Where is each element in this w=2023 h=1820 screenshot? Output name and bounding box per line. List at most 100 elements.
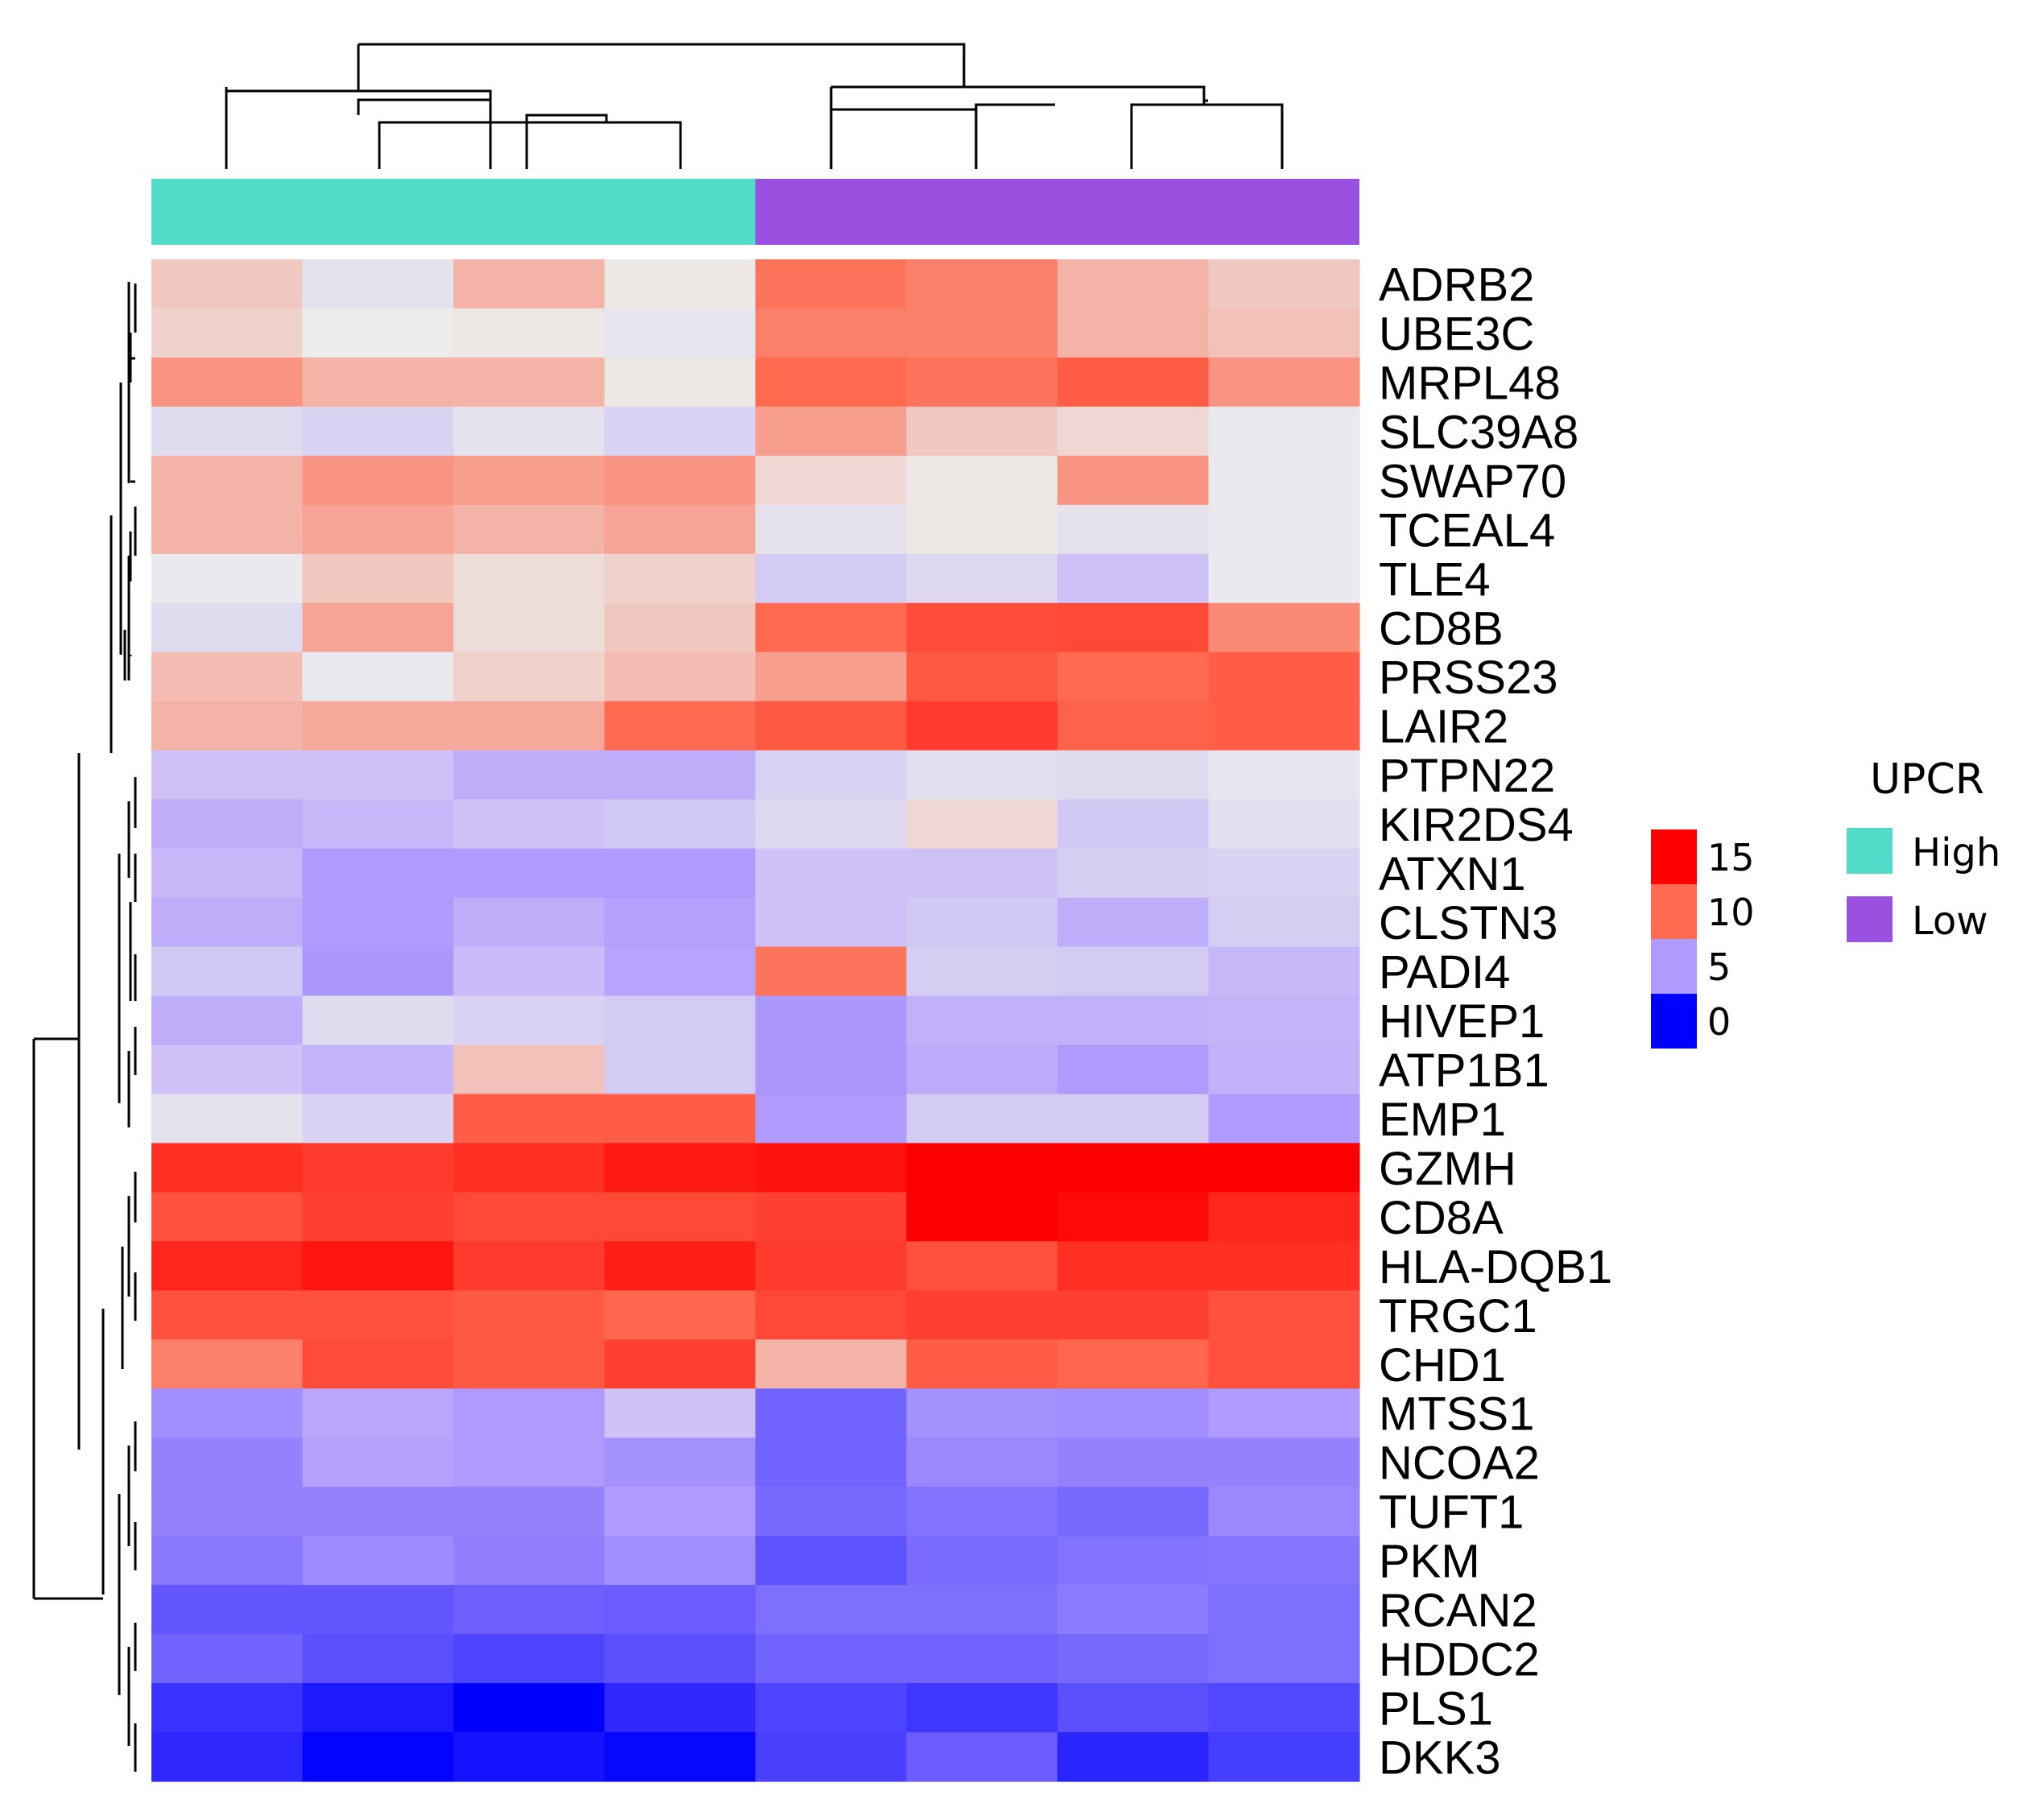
heatmap-cell-ube3c-h1 xyxy=(151,308,304,358)
heatmap-cell-slc39a8-l2 xyxy=(906,406,1058,457)
heatmap-cell-slc39a8-l3 xyxy=(1057,406,1210,457)
heatmap-cell-atxn1-l3 xyxy=(1057,848,1210,899)
heatmap-cell-swap70-l1 xyxy=(755,455,908,506)
heatmap-cell-hddc2-h2 xyxy=(302,1634,454,1684)
annotation-high-bar xyxy=(151,179,755,245)
heatmap-cell-clstn3-l4 xyxy=(1208,897,1360,948)
heatmap-cell-chd1-l2 xyxy=(906,1339,1058,1389)
heatmap-cell-prss23-l1 xyxy=(755,651,908,702)
heatmap-cell-hddc2-l2 xyxy=(906,1634,1058,1684)
gene-label-rcan2: RCAN2 xyxy=(1379,1585,1537,1637)
heatmap-cell-tceal4-l1 xyxy=(755,504,908,555)
heatmap-cell-clstn3-h4 xyxy=(604,897,756,948)
heatmap-cell-hivep1-h4 xyxy=(604,995,756,1046)
heatmap-cell-adrb2-h3 xyxy=(453,259,606,309)
heatmap-cell-dkk3-l1 xyxy=(755,1732,908,1782)
heatmap-cell-padi4-h3 xyxy=(453,946,606,997)
heatmap-cell-tceal4-h3 xyxy=(453,504,606,555)
gene-label-adrb2: ADRB2 xyxy=(1379,259,1534,311)
heatmap-cell-ptpn22-h3 xyxy=(453,750,606,800)
heatmap-cell-hla-dqb1-l3 xyxy=(1057,1241,1210,1291)
annotation-low-bar xyxy=(755,179,1359,245)
gene-label-mtss1: MTSS1 xyxy=(1379,1388,1534,1441)
color-scale-swatch-15 xyxy=(1651,829,1697,884)
heatmap-cell-gzmh-l3 xyxy=(1057,1143,1210,1193)
heatmap-cell-dkk3-h3 xyxy=(453,1732,606,1782)
heatmap-cell-ube3c-l2 xyxy=(906,308,1058,358)
heatmap-cell-lair2-h3 xyxy=(453,701,606,751)
heatmap-cell-tceal4-l2 xyxy=(906,504,1058,555)
heatmap-cell-hivep1-l4 xyxy=(1208,995,1360,1046)
heatmap-cell-cd8b-h1 xyxy=(151,602,304,653)
heatmap-cell-lair2-h1 xyxy=(151,701,304,751)
gene-labels: ADRB2UBE3CMRPL48SLC39A8SWAP70TCEAL4TLE4C… xyxy=(1379,259,1612,1784)
heatmap-cell-tle4-h2 xyxy=(302,553,454,604)
heatmap-cell-emp1-h4 xyxy=(604,1094,756,1144)
gene-label-hla-dqb1: HLA-DQB1 xyxy=(1379,1241,1612,1293)
heatmap-cell-trgc1-l3 xyxy=(1057,1290,1210,1340)
heatmap-cell-ncoa2-h2 xyxy=(302,1437,454,1487)
heatmap-cell-chd1-l1 xyxy=(755,1339,908,1389)
heatmap-cell-mrpl48-h1 xyxy=(151,357,304,407)
heatmap-cell-chd1-h2 xyxy=(302,1339,454,1389)
heatmap-cell-cd8a-l3 xyxy=(1057,1192,1210,1242)
heatmap-cell-pls1-l1 xyxy=(755,1683,908,1733)
heatmap-cell-clstn3-l3 xyxy=(1057,897,1210,948)
heatmap-cell-mtss1-l4 xyxy=(1208,1388,1360,1438)
color-scale-tick-0: 0 xyxy=(1707,1000,1731,1044)
heatmap-cell-ncoa2-h1 xyxy=(151,1437,304,1487)
gene-label-ptpn22: PTPN22 xyxy=(1379,750,1555,802)
heatmap-cell-swap70-l3 xyxy=(1057,455,1210,506)
heatmap-cell-tle4-h4 xyxy=(604,553,756,604)
row-dendrogram xyxy=(32,282,137,1772)
heatmap-cell-hla-dqb1-h3 xyxy=(453,1241,606,1291)
heatmap-cell-cd8b-h3 xyxy=(453,602,606,653)
heatmap-cell-ncoa2-h4 xyxy=(604,1437,756,1487)
heatmap-cell-mrpl48-h3 xyxy=(453,357,606,407)
heatmap-cell-atp1b1-l3 xyxy=(1057,1044,1210,1095)
heatmap-cell-hddc2-l4 xyxy=(1208,1634,1360,1684)
heatmap-cell-slc39a8-l1 xyxy=(755,406,908,457)
heatmap-cell-trgc1-h4 xyxy=(604,1290,756,1340)
heatmap-cell-kir2ds4-h1 xyxy=(151,799,304,850)
heatmap-cell-kir2ds4-l3 xyxy=(1057,799,1210,850)
heatmap-cell-rcan2-h2 xyxy=(302,1585,454,1635)
heatmap-cell-cd8a-l4 xyxy=(1208,1192,1360,1242)
heatmap-cell-cd8b-h4 xyxy=(604,602,756,653)
heatmap-cell-kir2ds4-l1 xyxy=(755,799,908,850)
gene-label-trgc1: TRGC1 xyxy=(1379,1290,1537,1342)
heatmap-cell-hla-dqb1-l1 xyxy=(755,1241,908,1291)
heatmap-cell-padi4-l3 xyxy=(1057,946,1210,997)
heatmap-cell-slc39a8-h2 xyxy=(302,406,454,457)
heatmap-cells xyxy=(151,259,1360,1782)
heatmap-cell-prss23-h3 xyxy=(453,651,606,702)
heatmap-cell-chd1-l4 xyxy=(1208,1339,1360,1389)
heatmap-cell-hivep1-h2 xyxy=(302,995,454,1046)
heatmap-cell-ncoa2-l1 xyxy=(755,1437,908,1487)
heatmap-cell-adrb2-h1 xyxy=(151,259,304,309)
heatmap-cell-tle4-h1 xyxy=(151,553,304,604)
heatmap-cell-hddc2-l1 xyxy=(755,1634,908,1684)
color-scale-tick-15: 15 xyxy=(1707,836,1755,879)
heatmap-cell-ncoa2-l4 xyxy=(1208,1437,1360,1487)
heatmap-cell-tle4-h3 xyxy=(453,553,606,604)
heatmap-cell-tle4-l4 xyxy=(1208,553,1360,604)
heatmap-cell-tceal4-l3 xyxy=(1057,504,1210,555)
heatmap-cell-ptpn22-l1 xyxy=(755,750,908,800)
heatmap-cell-dkk3-l2 xyxy=(906,1732,1058,1782)
gene-label-cd8b: CD8B xyxy=(1379,602,1504,655)
heatmap-cell-adrb2-l1 xyxy=(755,259,908,309)
gene-label-tuft1: TUFT1 xyxy=(1379,1487,1524,1539)
heatmap-cell-pkm-l1 xyxy=(755,1536,908,1586)
heatmap-cell-rcan2-l1 xyxy=(755,1585,908,1635)
heatmap-cell-tuft1-l3 xyxy=(1057,1487,1210,1537)
heatmap-cell-ptpn22-l2 xyxy=(906,750,1058,800)
heatmap-cell-emp1-h3 xyxy=(453,1094,606,1144)
heatmap-cell-dkk3-l4 xyxy=(1208,1732,1360,1782)
heatmap-cell-chd1-h4 xyxy=(604,1339,756,1389)
gene-label-mrpl48: MRPL48 xyxy=(1379,357,1561,409)
heatmap-cell-hddc2-h4 xyxy=(604,1634,756,1684)
heatmap-cell-ube3c-h3 xyxy=(453,308,606,358)
heatmap-cell-ptpn22-h2 xyxy=(302,750,454,800)
